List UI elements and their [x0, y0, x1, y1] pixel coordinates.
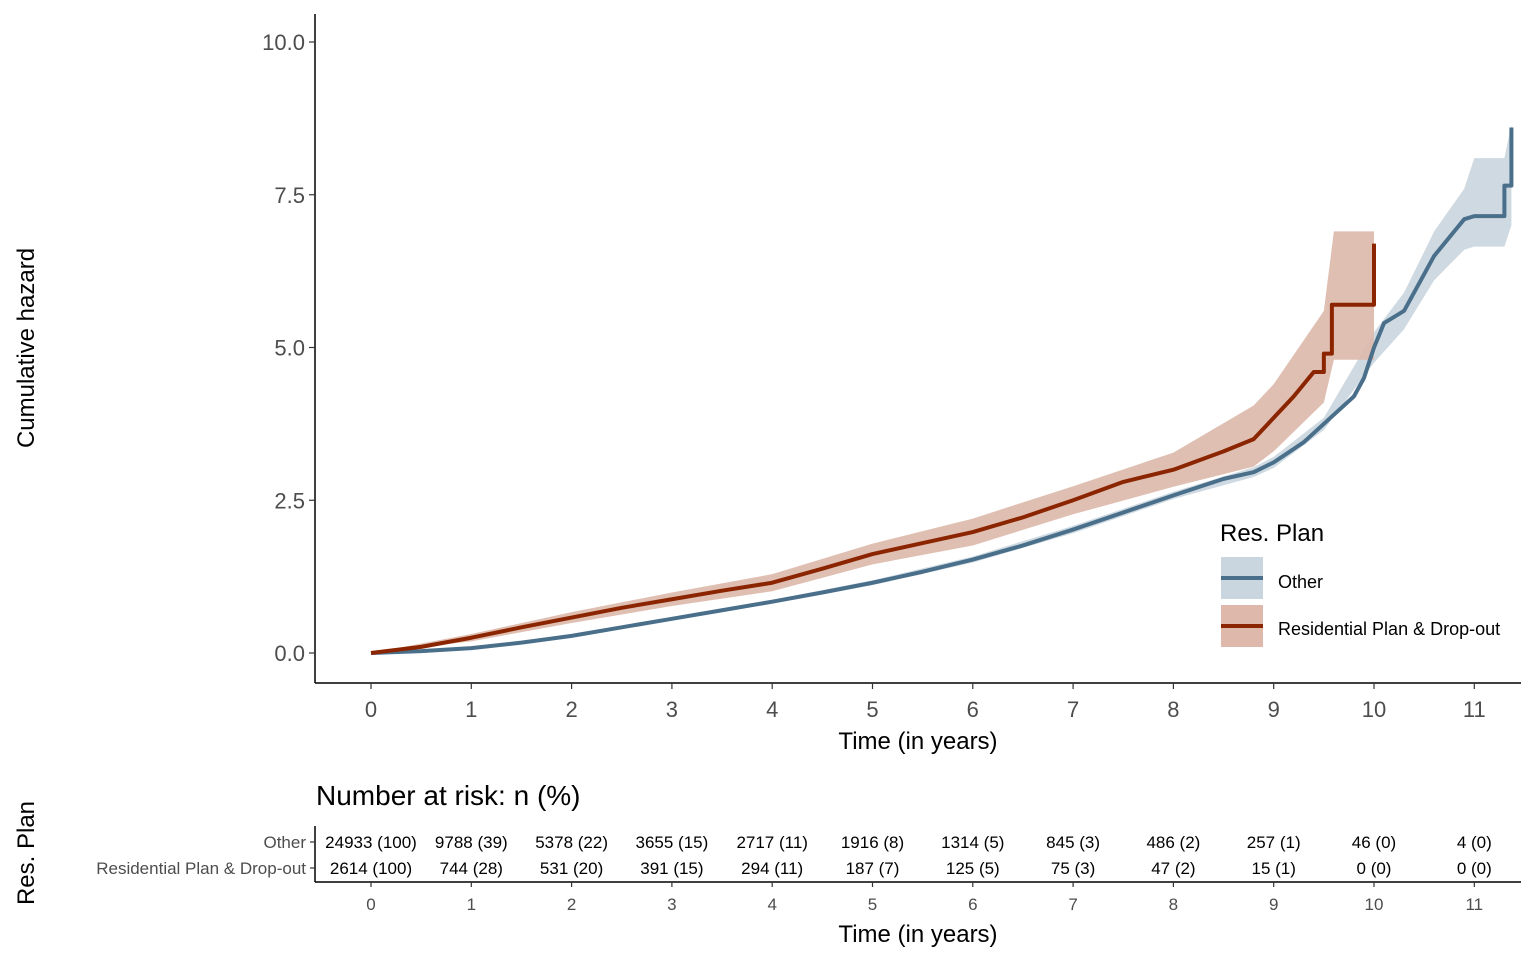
risk-cell: 744 (28)	[440, 859, 503, 878]
hazard-line-1	[370, 243, 1376, 655]
risk-cell: 1314 (5)	[941, 833, 1004, 852]
x-tick-label: 10	[1362, 697, 1386, 722]
risk-cell: 0 (0)	[1457, 859, 1492, 878]
x-tick-label: 9	[1268, 697, 1280, 722]
risk-x-tick-label: 3	[667, 895, 676, 914]
risk-x-tick-label: 9	[1269, 895, 1278, 914]
y-tick-label: 5.0	[274, 336, 305, 361]
risk-x-tick-label: 4	[767, 895, 776, 914]
x-tick-label: 11	[1463, 697, 1486, 722]
risk-table-title: Number at risk: n (%)	[316, 780, 581, 811]
x-tick-label: 4	[766, 697, 778, 722]
risk-cell: 3655 (15)	[636, 833, 709, 852]
risk-cell: 187 (7)	[846, 859, 900, 878]
risk-cell: 2614 (100)	[330, 859, 412, 878]
risk-x-tick-label: 0	[366, 895, 375, 914]
risk-cell: 391 (15)	[640, 859, 703, 878]
x-tick-label: 2	[565, 697, 577, 722]
legend-label-other: Other	[1278, 572, 1323, 592]
x-tick-label: 6	[967, 697, 979, 722]
y-tick-label: 7.5	[274, 183, 305, 208]
risk-cell: 1916 (8)	[841, 833, 904, 852]
risk-cell: 531 (20)	[540, 859, 603, 878]
legend-title: Res. Plan	[1220, 520, 1324, 547]
risk-cell: 46 (0)	[1352, 833, 1396, 852]
legend-label-residential: Residential Plan & Drop-out	[1278, 619, 1500, 639]
risk-x-axis-title: Time (in years)	[838, 921, 997, 948]
x-tick-label: 7	[1067, 697, 1079, 722]
risk-cell: 15 (1)	[1251, 859, 1295, 878]
risk-cell: 0 (0)	[1357, 859, 1392, 878]
x-tick-label: 1	[465, 697, 477, 722]
risk-cell: 294 (11)	[741, 859, 803, 878]
y-axis-title: Cumulative hazard	[13, 248, 40, 448]
risk-x-tick-label: 1	[467, 895, 476, 914]
x-tick-label: 5	[866, 697, 878, 722]
risk-x-tick-label: 10	[1365, 895, 1384, 914]
risk-cell: 5378 (22)	[535, 833, 608, 852]
hazard-lines	[370, 127, 1514, 655]
risk-row-label: Other	[263, 833, 306, 852]
risk-cell: 47 (2)	[1151, 859, 1195, 878]
risk-x-tick-label: 2	[567, 895, 576, 914]
risk-x-tick-label: 5	[868, 895, 877, 914]
risk-cell: 9788 (39)	[435, 833, 508, 852]
risk-table-y-title: Res. Plan	[13, 801, 40, 905]
risk-cell: 75 (3)	[1051, 859, 1095, 878]
y-tick-label: 0.0	[274, 641, 305, 666]
risk-x-tick-label: 7	[1068, 895, 1077, 914]
x-axis-title: Time (in years)	[838, 728, 997, 755]
risk-table: Other 24933 (100) 9788 (39) 5378 (22) 3655 (…	[96, 826, 1521, 914]
main-axes: 0.0 2.5 5.0 7.5 10.0 0 1 2 3 4 5 6 7 8 9 10 11	[262, 14, 1521, 722]
risk-x-tick-label: 11	[1465, 895, 1483, 914]
risk-x-tick-label: 8	[1169, 895, 1178, 914]
confidence-band-0	[371, 124, 1512, 654]
y-tick-label: 2.5	[274, 488, 305, 513]
risk-x-tick-label: 6	[968, 895, 977, 914]
x-tick-label: 8	[1167, 697, 1179, 722]
risk-cell: 4 (0)	[1457, 833, 1492, 852]
confidence-bands	[371, 124, 1512, 654]
x-tick-label: 0	[365, 697, 377, 722]
risk-cell: 125 (5)	[946, 859, 1000, 878]
risk-cell: 24933 (100)	[325, 833, 417, 852]
y-tick-label: 10.0	[262, 30, 305, 55]
risk-cell: 257 (1)	[1247, 833, 1301, 852]
legend: Res. Plan Other Residential Plan & Drop-…	[1220, 520, 1500, 647]
risk-row-label: Residential Plan & Drop-out	[96, 859, 306, 878]
risk-cell: 845 (3)	[1046, 833, 1100, 852]
risk-cell: 2717 (11)	[736, 833, 808, 852]
x-tick-label: 3	[666, 697, 678, 722]
hazard-line-0	[370, 127, 1514, 655]
risk-cell: 486 (2)	[1146, 833, 1200, 852]
